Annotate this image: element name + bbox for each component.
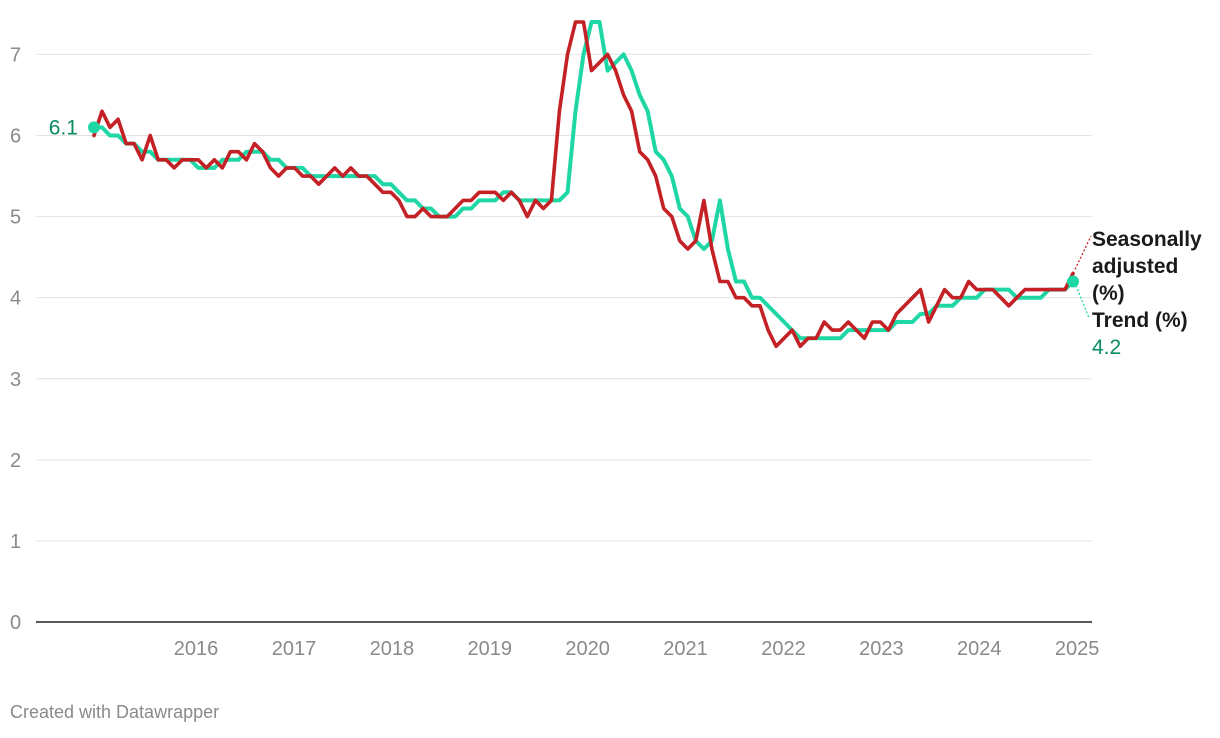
y-tick-label-7: 7 (10, 44, 21, 66)
trend-end-marker (1067, 275, 1079, 288)
trend-series-name: Trend (%) (1092, 309, 1188, 332)
series-lines (92, 20, 1075, 349)
trend-label-connector (1075, 285, 1090, 319)
x-tick-label-2024: 2024 (957, 638, 1002, 660)
x-tick-label-2019: 2019 (468, 638, 513, 660)
y-tick-label-0: 0 (10, 612, 21, 634)
trend-start-marker (88, 121, 100, 134)
x-tick-label-2018: 2018 (370, 638, 415, 660)
gridlines (36, 53, 1092, 623)
y-tick-label-4: 4 (10, 288, 21, 310)
trend-end-value: 4.2 (1092, 336, 1121, 359)
x-tick-label-2025: 2025 (1055, 638, 1100, 660)
x-axis-ticks: 2016 2017 2018 2019 2020 2021 2022 2023 2024 2025 (174, 638, 1100, 660)
seasonally-adjusted-series-name-line-2: adjusted (1092, 255, 1178, 278)
x-tick-label-2023: 2023 (859, 638, 904, 660)
x-tick-label-2020: 2020 (565, 638, 610, 660)
seasonally-adjusted-series-name-line-3: (%) (1092, 282, 1125, 305)
series-labels: 6.1 Trend (%) 4.2 Seasonally adjusted (%) (49, 116, 1202, 359)
y-tick-label-5: 5 (10, 207, 21, 229)
x-tick-label-2022: 2022 (761, 638, 806, 660)
y-tick-label-1: 1 (10, 531, 21, 553)
datawrapper-credit: Created with Datawrapper (10, 702, 220, 722)
series-line-seasonally-adjusted (92, 20, 1075, 349)
series-line-trend (92, 20, 1075, 341)
seasonally-adjusted-series-name-line-1: Seasonally (1092, 228, 1202, 251)
x-tick-label-2017: 2017 (272, 638, 317, 660)
trend-start-value: 6.1 (49, 116, 78, 139)
y-axis-ticks: 0 1 2 3 4 5 6 7 (10, 44, 21, 634)
y-tick-label-2: 2 (10, 450, 21, 472)
y-tick-label-3: 3 (10, 369, 21, 391)
y-tick-label-6: 6 (10, 126, 21, 148)
x-tick-label-2021: 2021 (663, 638, 708, 660)
x-tick-label-2016: 2016 (174, 638, 219, 660)
seasonally-adjusted-label-connector (1074, 235, 1092, 270)
